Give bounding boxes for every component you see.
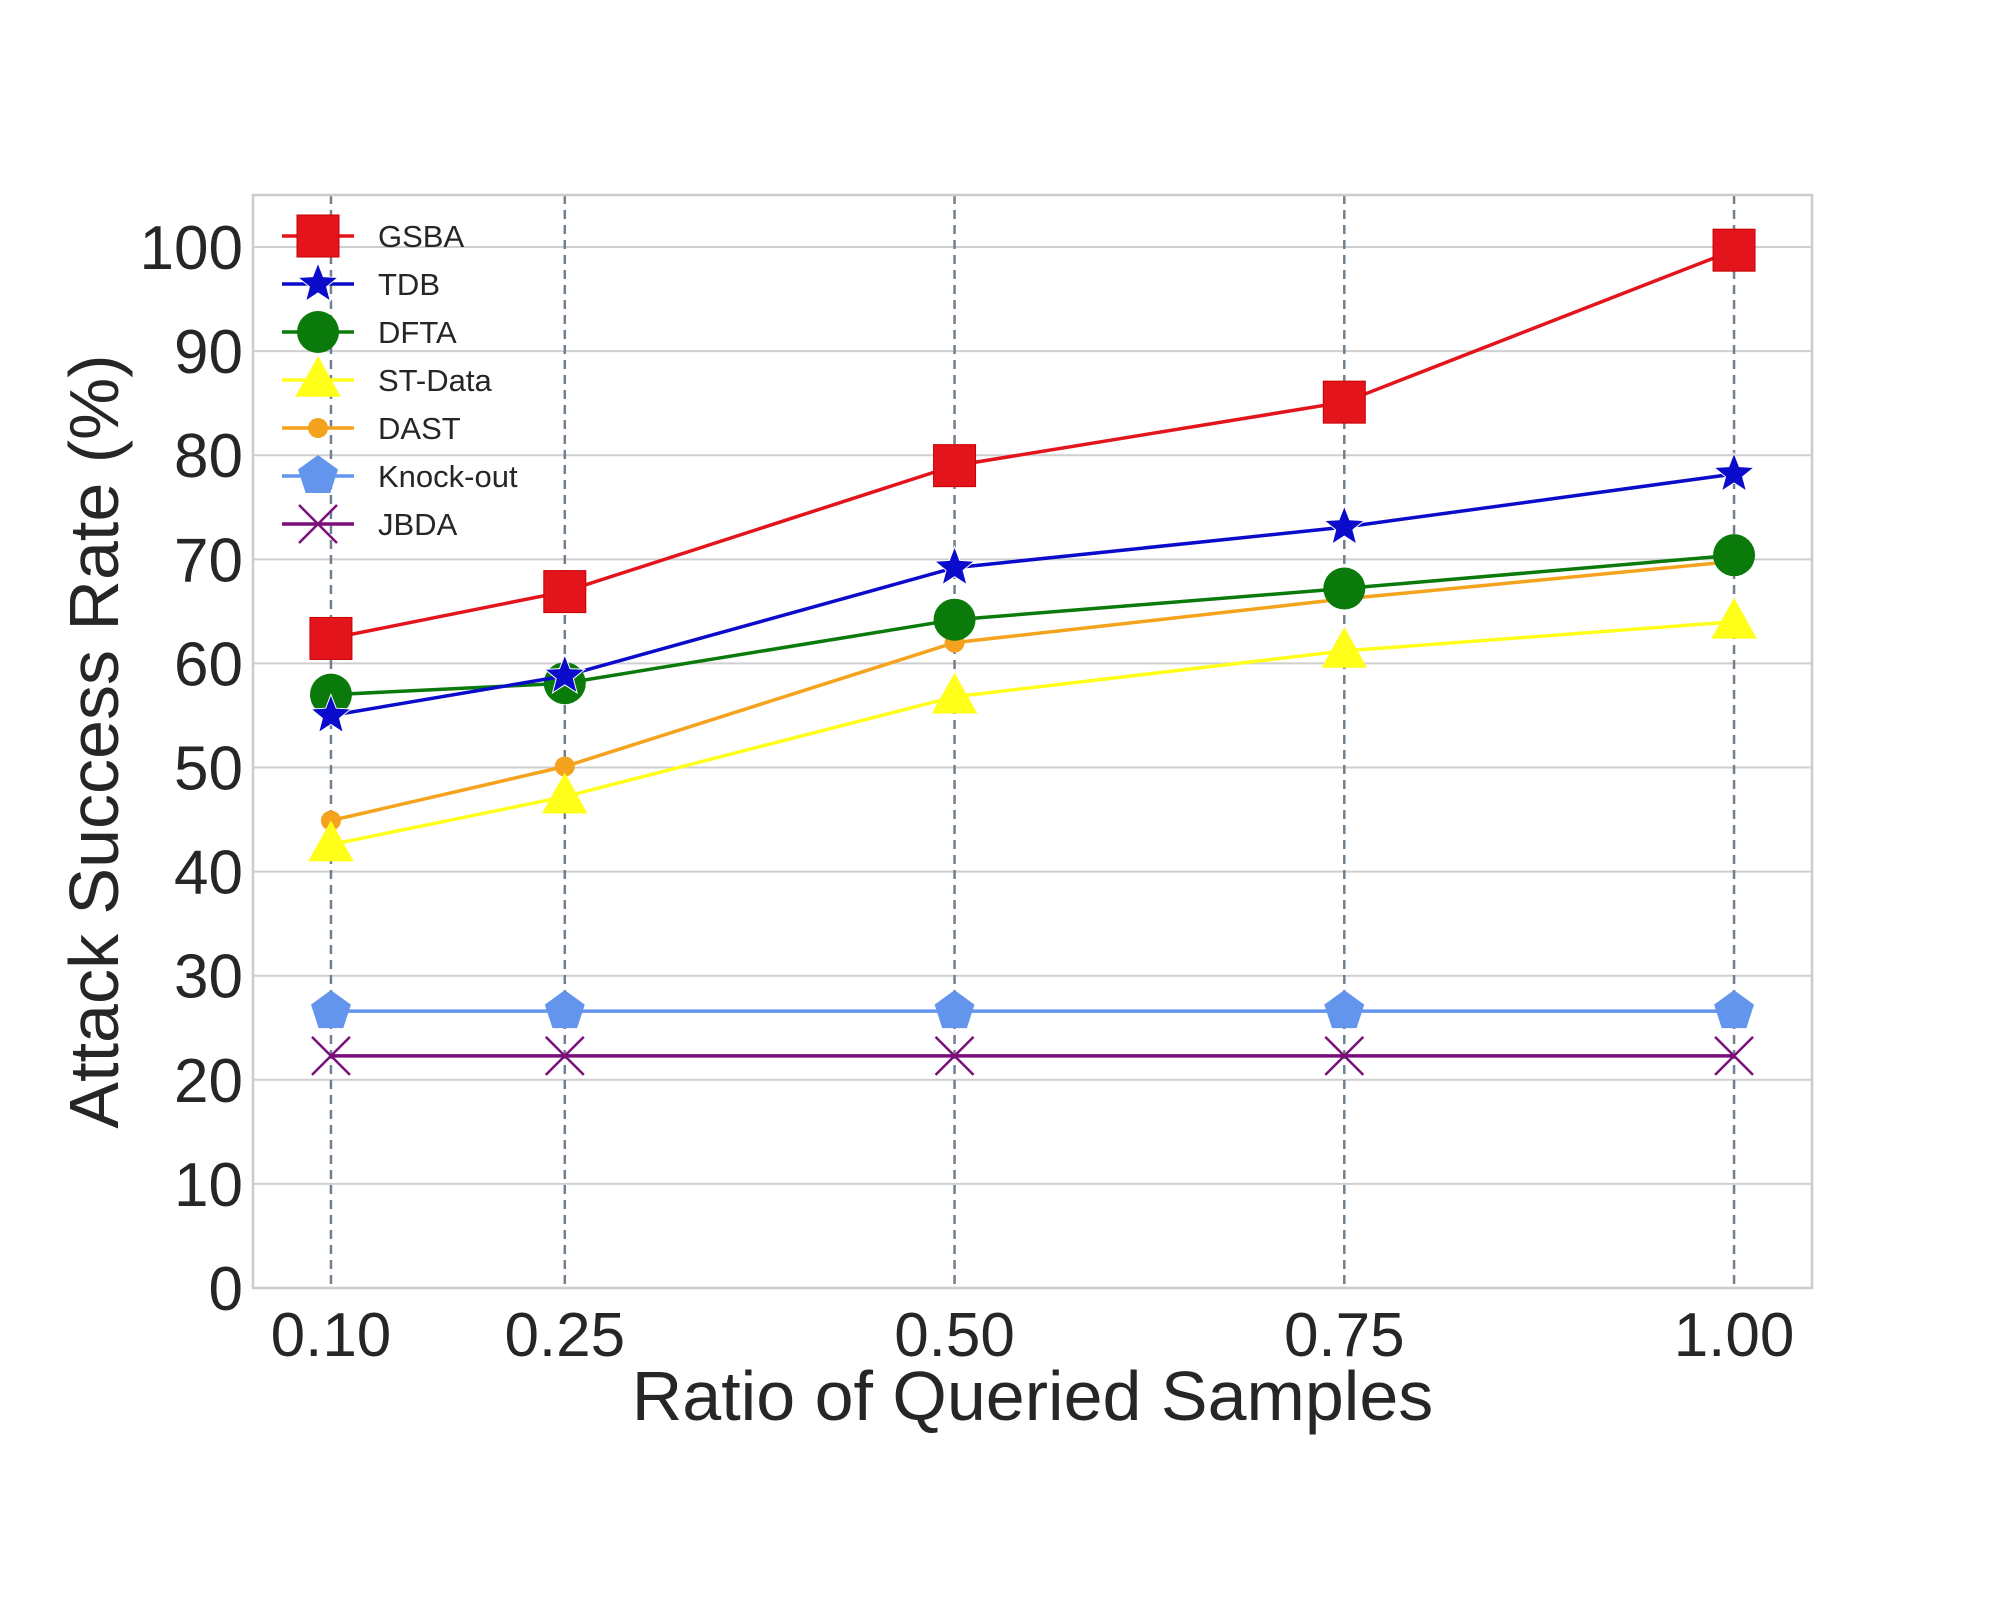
legend-label-knock-out: Knock-out (378, 459, 518, 494)
data-point-jbda-4 (1714, 1035, 1754, 1076)
y-tick-label-90: 90 (174, 318, 243, 387)
y-tick-label-100: 100 (140, 214, 243, 283)
data-point-gsba-2 (933, 444, 977, 488)
data-point-jbda-3 (1324, 1035, 1365, 1076)
data-point-gsba-1 (543, 570, 587, 614)
data-point-knock-out-4 (1714, 990, 1754, 1029)
data-point-knock-out-3 (1324, 990, 1365, 1029)
y-tick-label-50: 50 (174, 735, 243, 804)
series-st-data (308, 597, 1757, 862)
data-point-st-data-3 (1321, 626, 1368, 668)
data-point-dfta-3 (1323, 567, 1366, 610)
x-tick-label-1.00: 1.00 (1674, 1301, 1795, 1370)
data-point-knock-out-0 (311, 990, 351, 1029)
data-point-st-data-0 (308, 820, 354, 862)
y-tick-label-20: 20 (174, 1047, 243, 1116)
plot-area (253, 195, 1812, 1288)
legend-label-st-data: ST-Data (378, 363, 492, 398)
legend-item-gsba: GSBA (282, 214, 464, 258)
data-point-tdb-3 (1322, 504, 1366, 546)
x-tick-label-0.75: 0.75 (1284, 1301, 1405, 1370)
data-point-knock-out-1 (544, 990, 585, 1029)
data-point-st-data-4 (1711, 597, 1757, 639)
legend-marker-knock-out (298, 455, 338, 493)
data-point-dfta-4 (1713, 534, 1756, 577)
data-point-jbda-2 (934, 1035, 975, 1076)
data-point-st-data-1 (542, 772, 588, 814)
legend-marker-st-data (295, 356, 341, 397)
legend-marker-dast (308, 418, 328, 438)
plot-frame (251, 193, 1814, 1290)
legend-marker-jbda (298, 504, 338, 544)
y-tick-label-10: 10 (174, 1151, 243, 1220)
data-point-tdb-2 (933, 545, 976, 586)
legend-label-tdb: TDB (378, 267, 440, 302)
y-tick-label-40: 40 (174, 839, 243, 908)
data-point-gsba-3 (1322, 380, 1366, 424)
series-jbda (311, 1035, 1754, 1076)
legend-marker-dfta (297, 311, 339, 353)
legend-item-st-data: ST-Data (282, 356, 492, 398)
y-tick-label-80: 80 (174, 422, 243, 491)
data-point-st-data-2 (931, 672, 978, 714)
legend-item-dast: DAST (282, 411, 461, 446)
data-point-knock-out-2 (934, 990, 975, 1029)
legend-label-jbda: JBDA (378, 507, 458, 542)
y-tick-label-0: 0 (209, 1255, 243, 1324)
legend-label-dfta: DFTA (378, 315, 457, 350)
data-point-jbda-1 (544, 1035, 585, 1076)
y-tick-label-60: 60 (174, 630, 243, 699)
y-axis-label: Attack Success Rate (%) (55, 354, 133, 1128)
series-gsba (309, 228, 1756, 660)
legend-item-jbda: JBDA (282, 504, 458, 544)
legend-marker-gsba (296, 214, 340, 258)
x-axis-label: Ratio of Queried Samples (632, 1357, 1434, 1435)
data-point-gsba-0 (309, 616, 353, 660)
legend-label-dast: DAST (378, 411, 461, 446)
data-point-gsba-4 (1712, 228, 1756, 272)
legend-item-tdb: TDB (282, 261, 440, 303)
legend-item-dfta: DFTA (282, 311, 457, 353)
x-tick-label-0.10: 0.10 (271, 1301, 392, 1370)
data-point-tdb-4 (1712, 451, 1756, 493)
y-tick-label-70: 70 (174, 526, 243, 595)
data-point-jbda-0 (311, 1035, 351, 1076)
data-point-dfta-2 (933, 598, 976, 641)
series-knock-out (311, 990, 1754, 1029)
data-point-tdb-1 (543, 653, 587, 695)
legend-label-gsba: GSBA (378, 219, 464, 254)
x-tick-label-0.25: 0.25 (504, 1301, 625, 1370)
legend: GSBA TDB DFTA ST-Data DAST Knock-out JBDA (282, 214, 518, 544)
data-point-tdb-0 (309, 693, 353, 734)
legend-marker-tdb (296, 261, 340, 303)
series-tdb (309, 451, 1756, 734)
x-tick-label-0.50: 0.50 (894, 1301, 1015, 1370)
legend-item-knock-out: Knock-out (282, 455, 518, 494)
y-tick-label-30: 30 (174, 943, 243, 1012)
data-point-dast-1 (554, 756, 575, 777)
